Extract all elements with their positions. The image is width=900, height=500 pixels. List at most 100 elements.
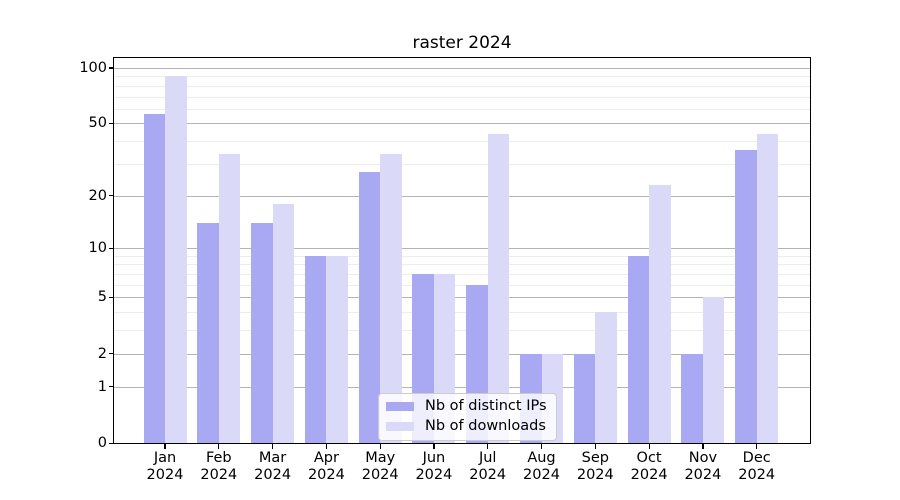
x-tick-year: 2024	[523, 466, 560, 483]
x-tick-month: Feb	[205, 450, 232, 466]
chart-title: raster 2024	[412, 33, 512, 53]
y-tick-label-5: 5	[97, 289, 107, 306]
x-tick-year: 2024	[684, 466, 722, 483]
gridline-50	[114, 123, 810, 125]
gridline-80	[114, 85, 810, 87]
gridline-100	[114, 67, 810, 69]
x-tick-label-apr: Apr 2024	[291, 450, 361, 483]
gridline-90	[114, 76, 810, 78]
bar-may-2024-downloads	[380, 154, 402, 443]
bar-dec-2024-distinct-ips	[735, 149, 757, 443]
x-tick-month: Jun	[422, 450, 446, 466]
y-tick-label-50: 50	[88, 115, 107, 132]
x-tick-mark-feb	[218, 444, 220, 449]
gridline-6	[114, 284, 810, 286]
bar-sep-2024-downloads	[595, 312, 617, 443]
x-tick-month: Apr	[313, 450, 339, 466]
x-tick-month: May	[365, 450, 396, 466]
x-tick-label-oct: Oct 2024	[614, 450, 684, 483]
x-tick-year: 2024	[738, 466, 776, 483]
x-tick-month: Dec	[742, 450, 771, 466]
y-tick-mark-0	[108, 442, 114, 444]
x-tick-month: Jul	[478, 450, 497, 466]
legend-label-ips: Nb of distinct IPs	[425, 398, 547, 414]
y-tick-label-0: 0	[97, 435, 107, 451]
gridline-5	[114, 297, 810, 299]
x-tick-mark-jan	[164, 444, 166, 449]
bar-feb-2024-downloads	[218, 154, 241, 443]
gridline-4	[114, 312, 810, 314]
bar-jan-2024-distinct-ips	[143, 114, 165, 443]
x-tick-year: 2024	[361, 466, 399, 483]
y-tick-mark-20	[108, 195, 114, 197]
bar-sep-2024-distinct-ips	[573, 353, 596, 443]
gridline-10	[114, 248, 810, 250]
x-tick-year: 2024	[469, 466, 507, 483]
bar-apr-2024-downloads	[326, 255, 348, 443]
gridline-20	[114, 195, 810, 197]
x-tick-mark-sep	[594, 444, 596, 449]
x-tick-mark-apr	[325, 444, 328, 449]
x-tick-mark-jun	[433, 444, 435, 449]
x-tick-label-jul: Jul 2024	[453, 450, 523, 483]
x-tick-label-jan: Jan 2024	[130, 450, 200, 483]
gridline-70	[114, 96, 810, 98]
x-tick-year: 2024	[146, 466, 184, 483]
y-tick-label-100: 100	[79, 59, 107, 76]
y-tick-label-2: 2	[97, 345, 107, 362]
x-tick-label-sep: Sep 2024	[560, 450, 630, 483]
legend-swatch-ips	[386, 401, 414, 412]
x-tick-label-aug: Aug 2024	[507, 450, 577, 483]
legend-item-distinct-ips: Nb of distinct IPs	[386, 399, 547, 414]
x-tick-label-jun: Jun 2024	[399, 450, 469, 483]
gridline-30	[114, 163, 810, 165]
y-tick-mark-5	[108, 296, 114, 299]
gridline-40	[114, 141, 810, 143]
x-tick-year: 2024	[200, 466, 238, 483]
plot-area: Nb of distinct IPs Nb of downloads	[113, 57, 811, 444]
x-tick-label-mar: Mar 2024	[238, 450, 308, 483]
bar-mar-2024-distinct-ips	[251, 222, 273, 443]
gridline-7	[114, 274, 810, 275]
x-tick-mark-may	[379, 444, 381, 449]
x-tick-month: Oct	[636, 450, 662, 466]
x-tick-label-nov: Nov 2024	[668, 450, 738, 483]
x-tick-year: 2024	[576, 466, 614, 483]
gridline-60	[114, 108, 810, 110]
x-tick-year: 2024	[415, 466, 453, 483]
bar-apr-2024-distinct-ips	[304, 255, 327, 443]
legend-label-downloads: Nb of downloads	[425, 418, 546, 434]
bar-jul-2024-downloads	[487, 133, 510, 443]
bar-feb-2024-distinct-ips	[197, 222, 219, 443]
x-tick-mark-jul	[487, 444, 489, 449]
y-tick-label-20: 20	[88, 187, 107, 204]
bar-oct-2024-distinct-ips	[627, 255, 650, 443]
x-tick-mark-nov	[702, 444, 704, 449]
x-tick-month: Aug	[527, 450, 556, 466]
y-tick-mark-50	[108, 122, 114, 125]
y-tick-mark-1	[108, 386, 114, 388]
bar-may-2024-distinct-ips	[358, 172, 381, 443]
x-tick-year: 2024	[630, 466, 668, 483]
bar-oct-2024-downloads	[649, 184, 671, 443]
y-tick-mark-2	[108, 353, 114, 355]
x-tick-month: Nov	[688, 450, 718, 466]
legend-item-downloads: Nb of downloads	[386, 419, 547, 434]
x-tick-mark-dec	[756, 444, 758, 449]
x-tick-label-may: May 2024	[345, 450, 415, 483]
legend: Nb of distinct IPs Nb of downloads	[378, 393, 557, 441]
y-tick-mark-10	[108, 247, 114, 249]
y-tick-label-10: 10	[88, 240, 107, 257]
x-tick-mark-oct	[648, 444, 650, 449]
gridline-9	[114, 255, 810, 257]
x-tick-month: Mar	[258, 450, 287, 466]
bar-jan-2024-downloads	[165, 76, 187, 443]
gridline-1	[114, 386, 810, 388]
x-tick-month: Sep	[581, 450, 609, 466]
gridline-2	[114, 353, 810, 355]
bar-dec-2024-downloads	[756, 133, 779, 443]
x-tick-label-dec: Dec 2024	[722, 450, 792, 483]
gridline-3	[114, 330, 810, 332]
x-tick-mark-mar	[272, 444, 274, 449]
bar-nov-2024-downloads	[702, 297, 725, 443]
